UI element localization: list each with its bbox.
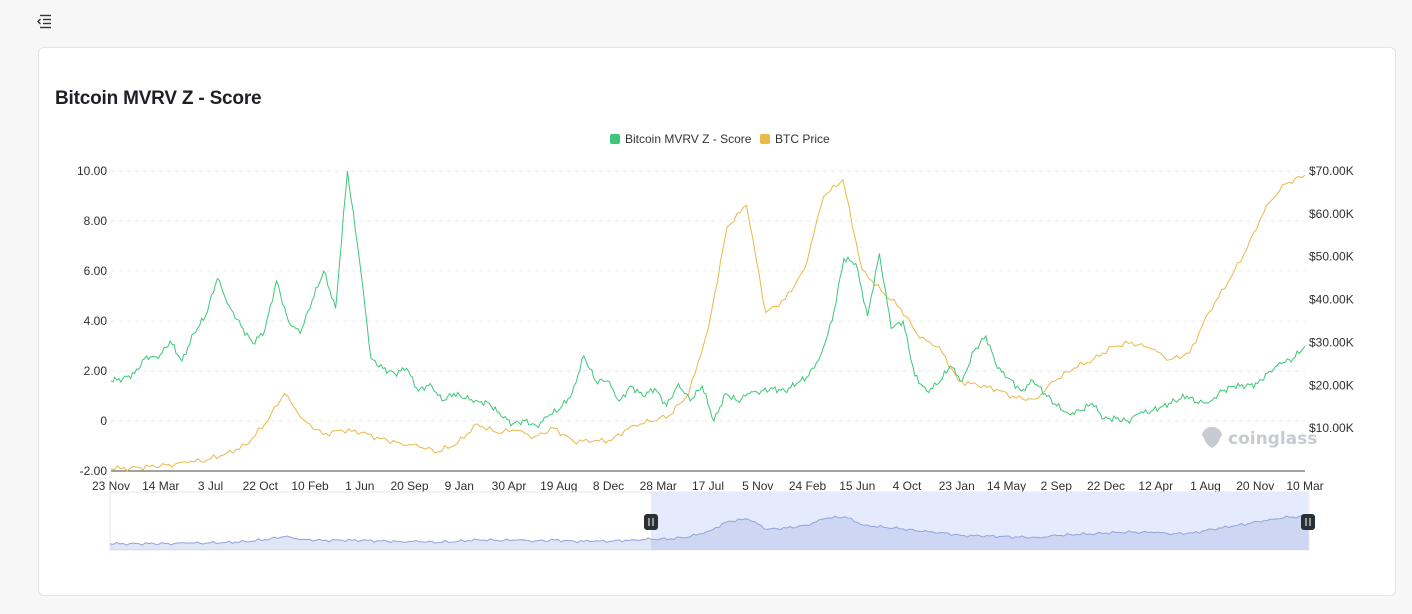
- y-right-tick-label: $30.00K: [1309, 335, 1354, 349]
- x-tick-label: 2 Sep: [1041, 479, 1073, 493]
- x-tick-label: 1 Aug: [1190, 479, 1221, 493]
- x-tick-label: 9 Jan: [445, 479, 474, 493]
- range-handle-right[interactable]: [1301, 514, 1315, 530]
- coinglass-logo-icon: [1202, 427, 1222, 448]
- x-tick-label: 3 Jul: [198, 479, 223, 493]
- btc-price-line: [110, 174, 1306, 472]
- y-right-tick-label: $70.00K: [1309, 164, 1354, 178]
- y-right-tick-label: $10.00K: [1309, 421, 1354, 435]
- range-handle-left[interactable]: [644, 514, 658, 530]
- x-tick-label: 22 Oct: [243, 479, 279, 493]
- legend-swatch-price[interactable]: [760, 134, 770, 144]
- chart[interactable]: -2.00 0 2.00 4.00 6.00 8.00 10.00 $10.00K $20.00…: [39, 48, 1395, 595]
- x-tick-label: 20 Nov: [1236, 479, 1274, 493]
- x-tick-label: 14 May: [987, 479, 1026, 493]
- x-tick-label: 14 Mar: [142, 479, 179, 493]
- x-tick-label: 24 Feb: [789, 479, 827, 493]
- y-right-tick-label: $40.00K: [1309, 293, 1354, 307]
- mvrv-z-score-line: [110, 170, 1306, 429]
- y-left-tick-label: 10.00: [77, 164, 107, 178]
- y-left-tick-label: 2.00: [84, 364, 108, 378]
- x-tick-label: 1 Jun: [345, 479, 374, 493]
- chart-title: Bitcoin MVRV Z - Score: [55, 88, 262, 109]
- y-left-tick-label: 6.00: [84, 264, 108, 278]
- y-left-tick-label: 0: [100, 414, 107, 428]
- x-tick-label: 17 Jul: [692, 479, 724, 493]
- legend-label-price: BTC Price: [775, 132, 830, 146]
- y-right-tick-label: $50.00K: [1309, 250, 1354, 264]
- legend-swatch-mvrv[interactable]: [610, 134, 620, 144]
- x-tick-label: 23 Nov: [92, 479, 130, 493]
- x-tick-label: 15 Jun: [839, 479, 875, 493]
- x-tick-label: 23 Jan: [939, 479, 975, 493]
- x-tick-label: 19 Aug: [540, 479, 577, 493]
- x-tick-label: 10 Mar: [1286, 479, 1323, 493]
- legend-label-mvrv: Bitcoin MVRV Z - Score: [625, 132, 752, 146]
- y-left-tick-label: 4.00: [84, 314, 108, 328]
- range-slider-line: [109, 515, 1310, 546]
- x-tick-label: 10 Feb: [291, 479, 329, 493]
- x-tick-label: 28 Mar: [640, 479, 677, 493]
- x-tick-label: 30 Apr: [492, 479, 527, 493]
- x-tick-label: 22 Dec: [1087, 479, 1125, 493]
- chart-card: Bitcoin MVRV Z - Score -2.00 0 2.00 4.00 6.0…: [38, 47, 1396, 596]
- x-tick-label: 4 Oct: [893, 479, 922, 493]
- x-tick-label: 5 Nov: [742, 479, 773, 493]
- watermark-text: coinglass: [1228, 429, 1317, 449]
- y-left-tick-label: 8.00: [84, 214, 108, 228]
- x-tick-label: 12 Apr: [1138, 479, 1173, 493]
- range-slider-selection[interactable]: [651, 492, 1308, 550]
- menu-collapse-icon[interactable]: [36, 12, 54, 30]
- x-tick-label: 20 Sep: [390, 479, 428, 493]
- y-right-tick-label: $20.00K: [1309, 378, 1354, 392]
- x-tick-label: 8 Dec: [593, 479, 624, 493]
- y-right-tick-label: $60.00K: [1309, 207, 1354, 221]
- y-left-tick-label: -2.00: [80, 464, 108, 478]
